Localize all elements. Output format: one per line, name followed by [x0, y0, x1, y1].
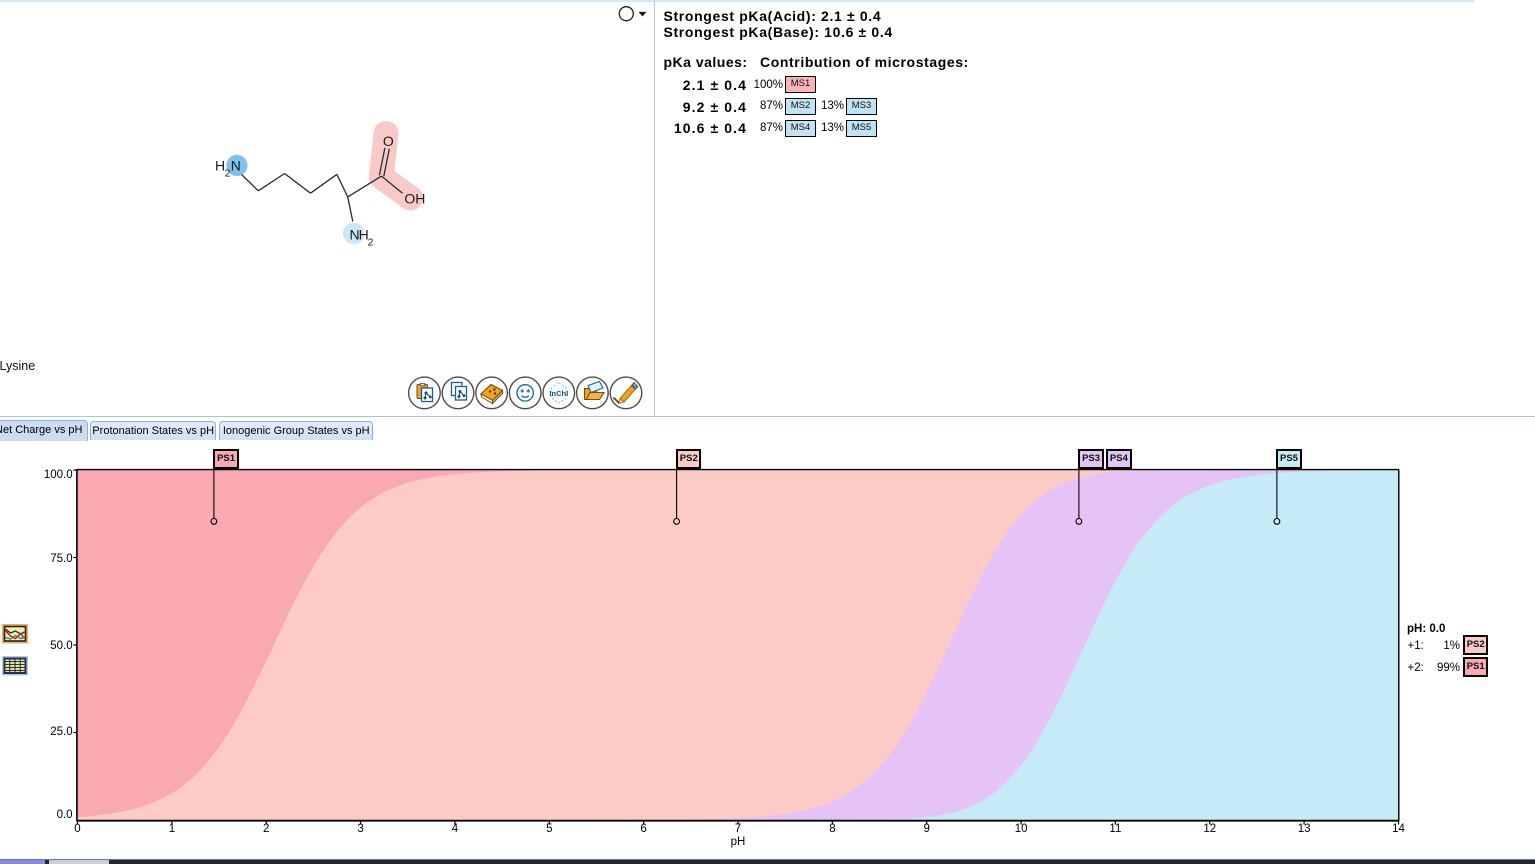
svg-text:2: 2: [368, 236, 374, 248]
svg-text:N: N: [231, 157, 241, 173]
svg-text:OH: OH: [404, 191, 425, 207]
svg-text:N: N: [350, 226, 360, 242]
svg-text:O: O: [383, 133, 394, 149]
svg-text:2: 2: [225, 167, 231, 179]
svg-text:H: H: [359, 226, 369, 242]
svg-text:InChI: InChI: [549, 389, 568, 398]
svg-text:H: H: [215, 157, 225, 173]
